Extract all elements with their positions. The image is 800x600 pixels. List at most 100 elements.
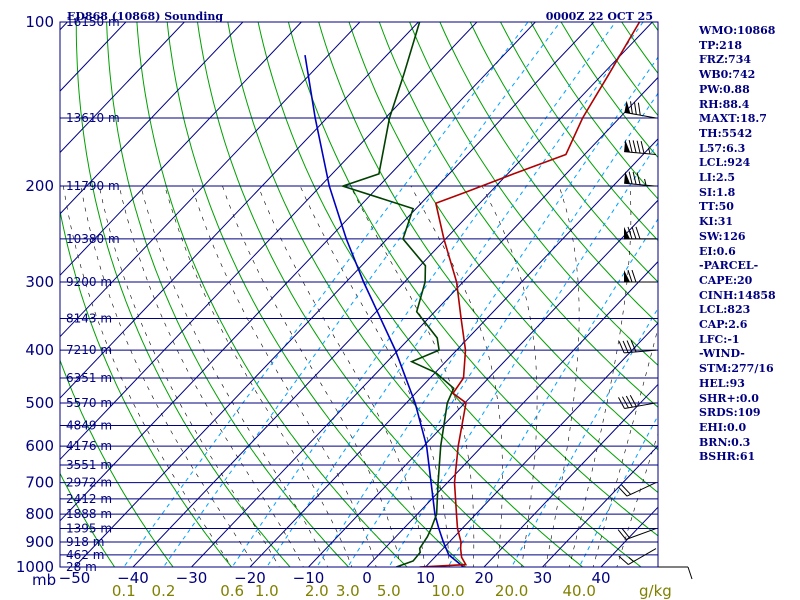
height-label: 13610 m	[66, 111, 120, 125]
isotherm	[0, 10, 20, 579]
pressure-label: 1000	[16, 558, 54, 576]
mixing-ratio-label: 0.6	[220, 582, 244, 600]
index-item: WB0:742	[699, 68, 756, 82]
height-labels: 16150 m 13610 m 11790 m 10380 m 9200 m 8143 m…	[66, 15, 120, 574]
wind-barb	[624, 139, 657, 155]
moist-adiabat	[118, 186, 304, 567]
dry-adiabat	[60, 358, 174, 567]
index-item: STM:277/16	[699, 362, 774, 376]
mixing-ratio-line	[578, 414, 658, 567]
isotherm	[60, 22, 186, 154]
index-item: CAPE:20	[699, 273, 753, 287]
pressure-label: 200	[25, 177, 54, 195]
mixing-unit: g/kg	[639, 582, 672, 600]
dry-adiabat	[60, 472, 116, 567]
pressure-unit: mb	[32, 571, 56, 589]
pressure-label: 600	[25, 437, 54, 455]
isotherm	[60, 22, 537, 522]
index-item: WMO:10868	[699, 24, 776, 37]
height-label: 2972 m	[66, 476, 112, 490]
dewpoint-trace	[340, 22, 455, 567]
pressure-label: 100	[25, 13, 54, 31]
isotherm	[249, 138, 658, 567]
index-item: LCL:924	[699, 156, 751, 170]
dry-adiabat	[469, 22, 658, 283]
index-item: FRZ:734	[699, 53, 752, 67]
mixing-ratio-line	[447, 218, 658, 567]
dry-adiabats	[60, 22, 658, 567]
temperature-label: −30	[176, 569, 208, 587]
moist-adiabat	[80, 186, 256, 567]
isotherm	[132, 22, 654, 567]
profiles	[304, 22, 641, 567]
height-label: 5570 m	[66, 396, 112, 410]
index-item: HEL:93	[699, 376, 745, 390]
mixing-ratio-labels: 0.1 0.2 0.6 1.0 2.0 3.0 5.0 10.0 20.0 40.0	[112, 582, 596, 600]
temperature-label: 30	[533, 569, 552, 587]
index-item: SRDS:109	[699, 406, 761, 420]
mixing-ratio-label: 20.0	[495, 582, 528, 600]
mixing-ratio-line	[123, 22, 529, 567]
dry-adiabat	[227, 22, 584, 567]
dry-adiabat	[348, 22, 658, 451]
height-label: 1888 m	[66, 507, 112, 521]
wind-barb	[624, 100, 657, 119]
dry-adiabat	[378, 22, 658, 408]
pressure-label: 500	[25, 394, 54, 412]
wind-barb	[624, 269, 656, 283]
isotherm	[190, 76, 658, 567]
height-label: 2412 m	[66, 492, 112, 506]
moist-adiabat	[257, 185, 426, 567]
mixing-ratio-label: 1.0	[255, 582, 279, 600]
mixing-ratio-label: 2.0	[305, 582, 329, 600]
temperature-label: 10	[416, 569, 435, 587]
pressure-label: 300	[25, 273, 54, 291]
temperature-label: −50	[59, 569, 91, 587]
temperature-label: −20	[234, 569, 266, 587]
isotherm	[60, 22, 244, 215]
wind-barb	[624, 171, 657, 187]
dry-adiabat	[257, 22, 642, 567]
wind-barb	[618, 340, 657, 354]
isotherm	[307, 199, 658, 567]
dry-adiabat	[166, 22, 467, 567]
isotherms	[0, 10, 658, 579]
index-item: EI:0.6	[699, 244, 736, 258]
height-label: 4176 m	[66, 439, 112, 453]
temperature-label: −40	[117, 569, 149, 587]
moist-adiabat	[63, 186, 233, 567]
index-item: RH:88.4	[699, 97, 750, 111]
isotherm	[60, 22, 420, 399]
mixing-ratio-line	[347, 92, 658, 567]
temperature-label: 0	[362, 569, 372, 587]
height-label: 11790 m	[66, 179, 120, 193]
height-label: 1395 m	[66, 522, 112, 536]
wind-barb	[618, 395, 657, 409]
index-item: CINH:14858	[699, 288, 776, 302]
pressure-labels: 100 200 300 400 500 600 700 800 900 1000	[16, 13, 54, 576]
dry-adiabat	[287, 22, 658, 537]
index-item: LFC:-1	[699, 332, 740, 346]
height-label: 462 m	[66, 548, 104, 562]
index-item: MAXT:18.7	[699, 112, 767, 126]
wind-barb	[624, 226, 656, 240]
temperature-trace	[419, 22, 641, 567]
index-item: KI:31	[699, 215, 734, 229]
index-item: SI:1.8	[699, 185, 736, 199]
mixing-ratio-line	[511, 307, 658, 567]
mixing-ratio-label: 40.0	[563, 582, 596, 600]
mixing-ratio-label: 5.0	[377, 582, 401, 600]
index-item: EHI:0.0	[699, 420, 747, 434]
dry-adiabat	[196, 22, 525, 567]
moist-adiabat	[222, 185, 401, 567]
height-label: 16150 m	[66, 15, 120, 29]
height-label: 4849 m	[66, 418, 112, 432]
mixing-ratio-line	[316, 56, 658, 567]
moist-adiabat	[350, 185, 475, 567]
temperature-label: 20	[474, 569, 493, 587]
index-item: -WIND-	[699, 347, 745, 361]
mixing-ratio-label: 0.1	[112, 582, 136, 600]
wind-barb	[617, 482, 657, 497]
height-label: 918 m	[66, 535, 104, 549]
